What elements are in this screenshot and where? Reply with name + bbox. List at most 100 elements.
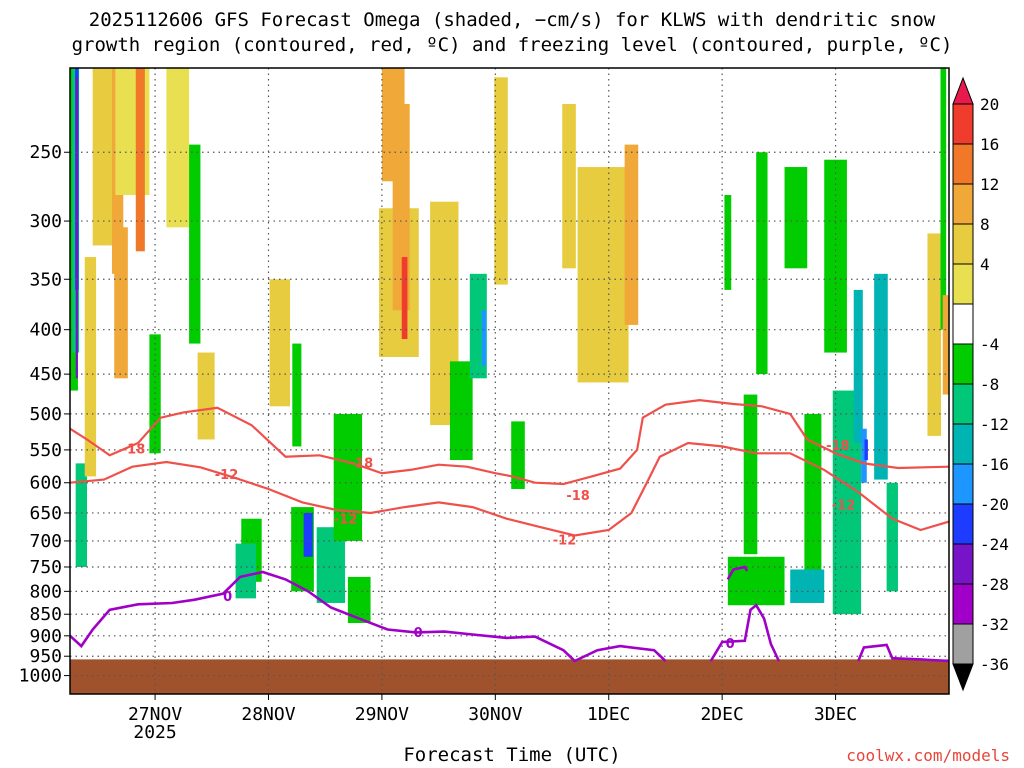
omega-cell	[269, 279, 291, 407]
omega-cell	[449, 361, 473, 461]
omega-cell	[562, 103, 576, 269]
contour-minus18	[70, 398, 949, 486]
plot-layer: 2503003504004505005506006507007508008509…	[19, 67, 1009, 743]
contour-label: -18	[566, 489, 590, 504]
x-tick-label: 1DEC	[587, 704, 630, 725]
y-tick-label: 700	[29, 531, 62, 552]
omega-cell	[401, 257, 408, 339]
x-axis-label: Forecast Time (UTC)	[403, 744, 621, 766]
colorbar-swatch	[952, 183, 974, 225]
omega-cell	[197, 352, 215, 440]
contour-minus12	[70, 441, 949, 537]
y-tick-label: 650	[29, 503, 62, 524]
y-tick-label: 950	[29, 646, 62, 667]
omega-cell	[75, 77, 78, 379]
y-tick-label: 800	[29, 581, 62, 602]
omega-cell	[743, 394, 758, 555]
colorbar-label: 12	[980, 175, 999, 194]
omega-cell	[235, 543, 257, 599]
colorbar-label: -12	[980, 415, 1009, 434]
x-tick-label: 3DEC	[814, 704, 857, 725]
colorbar-label: -4	[980, 335, 999, 354]
colorbar-bottom-arrow	[952, 663, 974, 692]
contour-label: 0	[414, 626, 423, 641]
y-tick-label: 400	[29, 320, 62, 341]
colorbar-swatch	[952, 623, 974, 665]
omega-cell	[166, 68, 190, 228]
freezing-level-line	[857, 643, 949, 663]
x-tick-label: 29NOV	[355, 704, 409, 725]
omega-cell	[577, 167, 629, 383]
colorbar-label: -36	[980, 655, 1009, 674]
colorbar-swatch	[952, 583, 974, 625]
contour-label: -12	[215, 468, 239, 483]
omega-cell	[494, 77, 508, 285]
omega-cell	[347, 576, 371, 624]
omega-cell	[189, 144, 201, 344]
omega-cell	[481, 310, 487, 366]
freezing-level-line	[70, 570, 667, 663]
x-tick-label: 27NOV	[128, 704, 182, 725]
contour-label: 0	[726, 637, 735, 652]
omega-cell	[724, 195, 732, 290]
omega-cell	[784, 167, 808, 269]
y-tick-label: 300	[29, 211, 62, 232]
omega-cell	[790, 569, 825, 603]
contour-label: -12	[832, 499, 856, 514]
contour-label: -18	[826, 439, 850, 454]
y-tick-label: 600	[29, 473, 62, 494]
y-tick-label: 450	[29, 364, 62, 385]
omega-cell	[940, 68, 947, 330]
colorbar-label: 4	[980, 255, 990, 274]
omega-cell	[942, 295, 949, 395]
y-tick-label: 850	[29, 604, 62, 625]
contour-label: -12	[553, 533, 577, 548]
omega-cell	[727, 556, 785, 606]
contour-label: -18	[350, 457, 374, 472]
omega-cell	[511, 421, 525, 489]
freezing-level-line	[709, 603, 781, 662]
omega-cell	[864, 439, 868, 461]
colorbar-swatch	[952, 103, 974, 145]
omega-cell	[135, 68, 145, 252]
x-tick-sublabel: 2025	[133, 722, 176, 743]
y-tick-label: 750	[29, 557, 62, 578]
colorbar-swatch	[952, 423, 974, 465]
colorbar-swatch	[952, 383, 974, 425]
colorbar-label: 8	[980, 215, 990, 234]
contour-label: -18	[122, 443, 146, 458]
omega-shading	[70, 68, 949, 624]
x-tick-label: 28NOV	[241, 704, 295, 725]
y-tick-label: 350	[29, 269, 62, 290]
omega-cell	[84, 257, 97, 477]
x-tick-label: 2DEC	[700, 704, 743, 725]
contour-label: -12	[334, 513, 358, 528]
omega-cell	[75, 463, 88, 567]
omega-cell	[333, 413, 363, 541]
omega-cell	[927, 233, 942, 436]
freezing-level-line	[726, 565, 749, 581]
colorbar-label: -8	[980, 375, 999, 394]
plot-frame	[69, 67, 950, 695]
omega-cell	[624, 144, 639, 325]
y-tick-label: 250	[29, 142, 62, 163]
colorbar-swatch	[952, 543, 974, 585]
omega-cell	[756, 152, 768, 375]
omega-cell	[853, 289, 863, 443]
colorbar-swatch	[952, 263, 974, 305]
omega-cell	[886, 482, 898, 592]
y-tick-label: 500	[29, 404, 62, 425]
omega-cell	[292, 343, 302, 447]
y-tick-label: 550	[29, 440, 62, 461]
credit-link[interactable]: coolwx.com/models	[846, 746, 1010, 765]
ground-fill	[70, 659, 949, 694]
colorbar-swatch	[952, 463, 974, 505]
omega-cell	[874, 273, 888, 480]
chart-title: 2025112606 GFS Forecast Omega (shaded, −…	[71, 9, 953, 56]
colorbar-swatch	[952, 223, 974, 265]
omega-cell	[804, 413, 822, 592]
colorbar-label: -32	[980, 615, 1009, 634]
omega-cell	[114, 227, 128, 379]
colorbar-label: -24	[980, 535, 1009, 554]
colorbar-label: -28	[980, 575, 1009, 594]
